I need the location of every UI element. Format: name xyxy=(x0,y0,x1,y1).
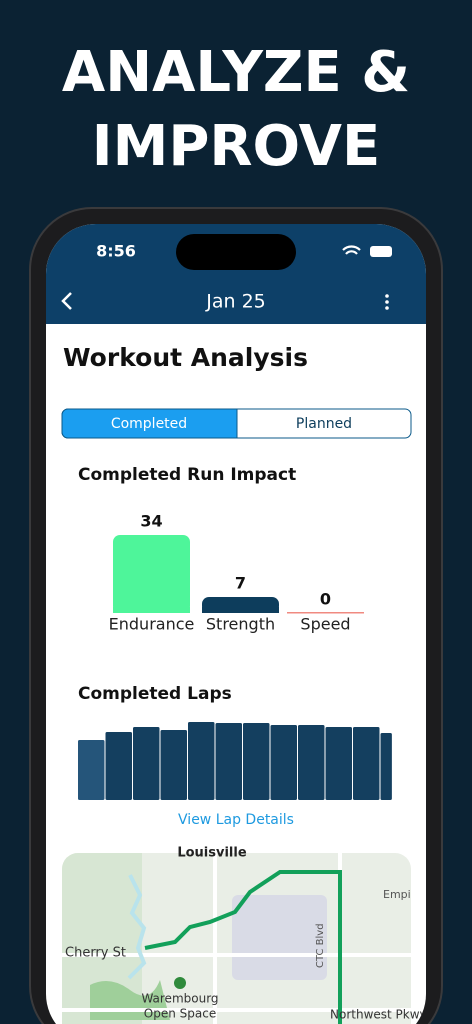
map-label: Warembourg xyxy=(141,992,218,1006)
lap-bar xyxy=(160,730,187,800)
category-label: Speed xyxy=(300,615,350,634)
map-label: Northwest Pkwy xyxy=(330,1008,427,1022)
chart-title: Completed Laps xyxy=(78,684,232,704)
headline: ANALYZE & xyxy=(62,40,410,105)
map-label: Open Space xyxy=(144,1007,216,1021)
category-label: Endurance xyxy=(109,615,195,634)
bar xyxy=(113,535,190,613)
page-title: Workout Analysis xyxy=(63,343,308,372)
dynamic-island xyxy=(176,234,296,270)
map-label: CTC Blvd xyxy=(315,923,326,968)
bar-foot xyxy=(113,607,190,613)
lap-bar xyxy=(188,722,215,800)
bar-foot xyxy=(202,607,279,613)
value-label: 7 xyxy=(235,573,246,592)
headline: IMPROVE xyxy=(92,114,380,179)
menu-button[interactable] xyxy=(385,294,389,310)
wifi-icon xyxy=(342,245,361,255)
lap-bar xyxy=(325,727,352,800)
lap-bar xyxy=(105,732,132,800)
tab-label[interactable]: Completed xyxy=(111,416,187,432)
view-lap-details[interactable]: View Lap Details xyxy=(178,812,294,828)
lap-bar xyxy=(215,723,242,800)
chart-title: Completed Run Impact xyxy=(78,465,296,485)
value-label: 0 xyxy=(320,590,331,609)
nav-title: Jan 25 xyxy=(205,291,266,313)
map-label: Louisville xyxy=(177,846,247,861)
lap-bar xyxy=(353,727,380,800)
lap-bar xyxy=(243,723,270,800)
screen: 8:56 Jan 25 Workout Analysis Completed P… xyxy=(46,224,427,1024)
back-button[interactable] xyxy=(61,292,72,310)
status-time: 8:56 xyxy=(96,242,136,261)
tab-active[interactable] xyxy=(61,408,238,439)
bar xyxy=(287,612,364,614)
map-label: Empi xyxy=(383,888,411,901)
lap-bar xyxy=(78,740,105,800)
park-icon xyxy=(174,977,186,989)
tab-label[interactable]: Planned xyxy=(296,416,352,432)
map-label: Cherry St xyxy=(65,946,126,961)
lap-bar xyxy=(133,727,160,800)
map xyxy=(62,853,411,1024)
battery-icon xyxy=(370,246,392,257)
category-label: Strength xyxy=(206,615,275,634)
lap-bar xyxy=(380,733,392,800)
value-label: 34 xyxy=(140,512,162,531)
lap-bar xyxy=(298,725,325,800)
lap-bar xyxy=(270,725,297,800)
